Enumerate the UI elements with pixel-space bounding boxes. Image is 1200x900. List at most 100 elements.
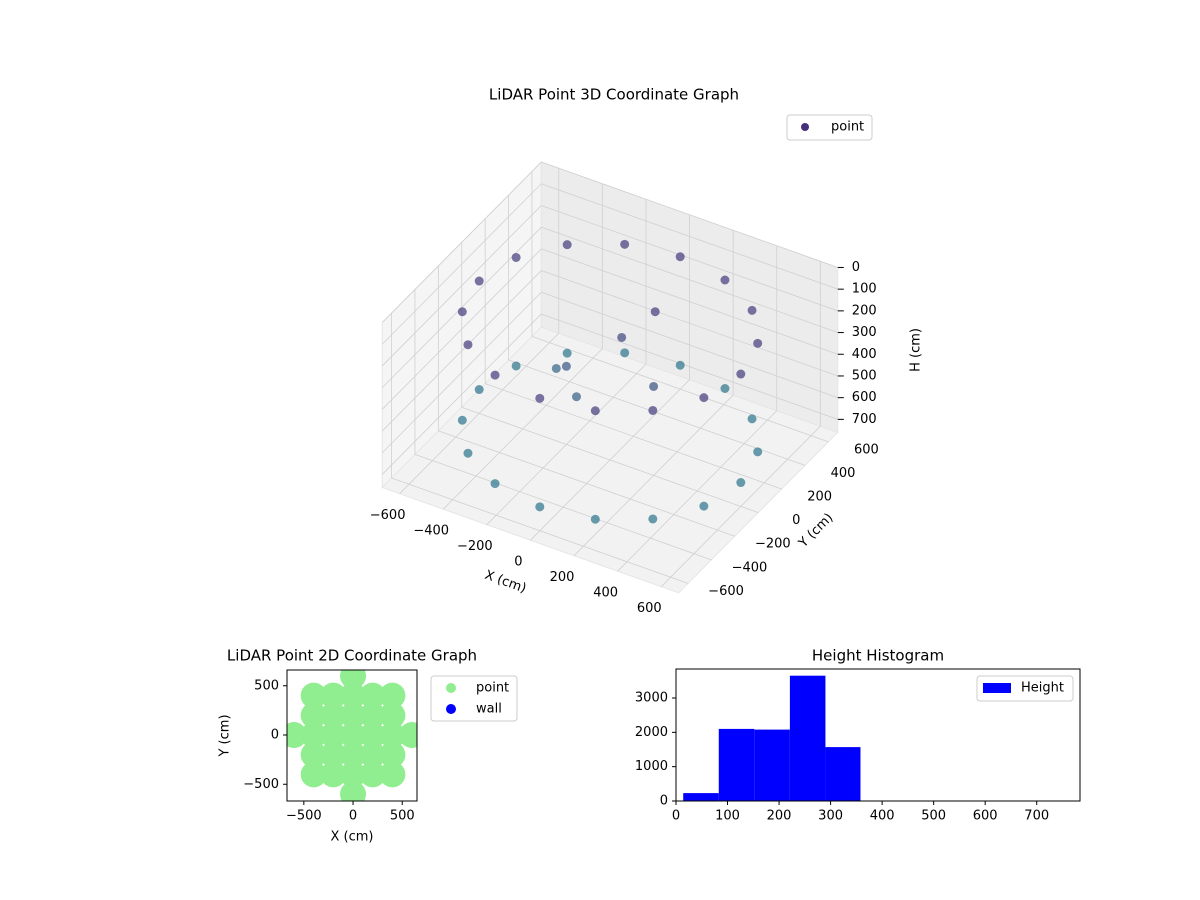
plot-area (287, 670, 417, 801)
x-tick-label: −600 (370, 508, 406, 523)
point (340, 741, 367, 768)
point (753, 338, 763, 348)
grid-line (541, 183, 838, 290)
point (300, 682, 327, 709)
point (320, 682, 347, 709)
x-axis-label: X (cm) (331, 830, 374, 845)
y-tick-label: −400 (732, 560, 768, 575)
grid-line (414, 454, 712, 561)
point (675, 360, 685, 370)
point (300, 722, 327, 749)
grid-line (541, 270, 838, 377)
y-tick-label: 200 (807, 490, 832, 505)
point (490, 370, 500, 380)
point (340, 761, 367, 788)
point (359, 722, 386, 749)
point (511, 361, 521, 371)
point (379, 722, 406, 749)
x-tick-label: 600 (637, 601, 662, 616)
point (736, 369, 746, 379)
point (753, 447, 763, 457)
point (340, 722, 367, 749)
legend-marker (446, 683, 456, 693)
x-tick-label: 100 (715, 809, 740, 824)
point (551, 363, 561, 373)
z-axis-label: H (cm) (908, 328, 923, 372)
point (340, 781, 367, 801)
y-tick-label: −600 (708, 584, 744, 599)
y-tick-label: 3000 (635, 691, 668, 706)
point (511, 252, 521, 262)
point (340, 702, 367, 729)
legend-label: wall (476, 702, 502, 717)
y-tick-label: 2000 (635, 725, 668, 740)
y-tick-label: 0 (660, 794, 668, 809)
x-tick-label: 400 (870, 809, 895, 824)
z-tick-label: 300 (852, 325, 877, 340)
y-tick-label: 600 (854, 442, 879, 457)
point (320, 741, 347, 768)
bar (683, 793, 719, 801)
point (379, 702, 406, 729)
x-tick-label: −400 (413, 524, 449, 539)
x-tick-label: 400 (593, 586, 618, 601)
point (617, 332, 627, 342)
y-tick-label: 400 (831, 466, 856, 481)
bar (754, 729, 790, 801)
x-tick-label: 700 (1024, 809, 1049, 824)
y-tick-label: 500 (254, 678, 279, 693)
point (490, 479, 500, 489)
x-tick-label: −200 (457, 539, 493, 554)
point (300, 761, 327, 788)
x-tick-label: −500 (286, 809, 322, 824)
point (572, 392, 581, 402)
legend-box (430, 675, 518, 722)
x-tick-label: 200 (550, 570, 575, 585)
x-tick-label: 300 (818, 809, 843, 824)
point (359, 702, 386, 729)
z-tick-label: 600 (852, 390, 877, 405)
point (300, 741, 327, 768)
point (340, 670, 367, 689)
legend-patch (983, 683, 1011, 693)
point (620, 348, 630, 358)
point (463, 340, 473, 350)
z-tick-label: 200 (852, 303, 877, 318)
grid-line (391, 477, 689, 584)
legend-marker (446, 704, 456, 714)
point (379, 761, 406, 788)
y-tick-label: −200 (755, 537, 791, 552)
grid-line (541, 248, 838, 355)
grid-line (381, 205, 542, 367)
x-tick-label: 200 (767, 809, 792, 824)
point (535, 393, 545, 403)
chart-title: Height Histogram (812, 647, 944, 665)
point (650, 307, 660, 317)
point (720, 275, 730, 285)
point (620, 239, 630, 249)
grid-line (381, 291, 542, 454)
point (562, 240, 572, 250)
grid-line (381, 183, 542, 345)
grid-line (381, 161, 542, 323)
z-tick-label: 700 (852, 412, 877, 427)
grid-line (541, 205, 838, 312)
point (320, 761, 347, 788)
z-tick-label: 400 (852, 347, 877, 362)
point (457, 415, 467, 425)
point (463, 448, 473, 458)
point (474, 385, 484, 395)
legend-box (976, 675, 1074, 702)
y-tick-label: 0 (792, 513, 800, 528)
point (457, 307, 467, 317)
point (399, 722, 417, 749)
point (699, 501, 709, 511)
point (590, 406, 600, 416)
point (340, 682, 367, 709)
point (747, 414, 757, 424)
legend-box (786, 114, 873, 141)
chart-title: LiDAR Point 2D Coordinate Graph (227, 647, 477, 665)
legend-label: point (831, 120, 864, 135)
